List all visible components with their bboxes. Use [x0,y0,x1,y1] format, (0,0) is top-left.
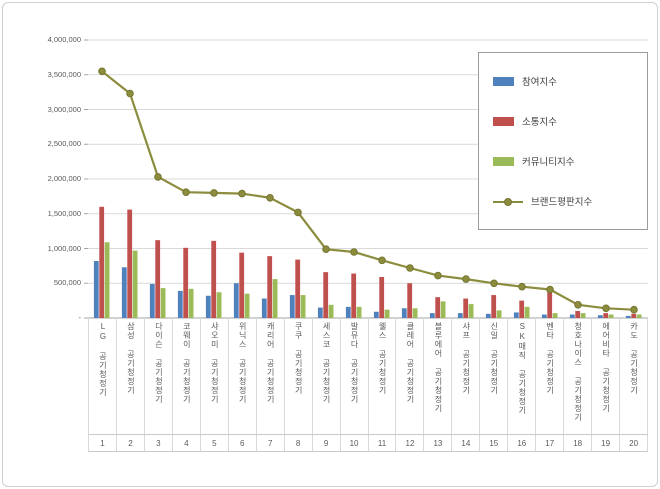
category-label: 삼성 공기청정기 [126,322,136,395]
y-tick-label: - [78,313,82,322]
rank-label: 11 [369,435,397,451]
rank-label: 4 [173,435,201,451]
category-label: 샤오미 공기청정기 [210,322,220,404]
category-label-cell: 벤타 공기청정기 [536,318,565,434]
category-label: 위닉스 공기청정기 [238,322,248,404]
rank-label: 9 [313,435,341,451]
legend-item-communication-index: 소통지수 [479,114,647,128]
bar-swatch-icon [493,156,514,166]
category-label: 코웨이 공기청정기 [182,322,192,404]
category-label-cell: 클레어 공기청정기 [396,318,425,434]
category-label-cell: LG 공기청정기 [89,318,117,434]
legend-item-participation-index: 참여지수 [479,74,647,88]
category-label: 벤타 공기청정기 [545,322,555,395]
category-label: 클레어 공기청정기 [405,322,415,404]
category-label: LG 공기청정기 [98,322,108,397]
y-tick-label: 1,000,000 [47,243,81,253]
category-label-cell: 에어비타 공기청정기 [592,318,621,434]
y-tick-label: 500,000 [53,278,81,288]
legend-label: 브랜드평판지수 [531,197,593,208]
rank-label: 17 [536,435,565,451]
y-tick-label: 3,500,000 [47,69,81,79]
category-label-cell: 발뮤다 공기청정기 [341,318,369,434]
legend-label: 참여지수 [522,77,557,88]
category-label-cell: 카도 공기청정기 [620,318,649,434]
category-label: 청호나이스 공기청정기 [573,322,583,422]
rank-label: 13 [424,435,453,451]
category-label: 발뮤다 공기청정기 [350,322,360,404]
rank-label: 6 [229,435,257,451]
y-tick-label: 4,000,000 [47,35,81,44]
category-label: 캐리어 공기청정기 [266,322,276,404]
y-tick-label: 2,500,000 [47,139,81,149]
legend-item-community-index: 커뮤니티지수 [479,154,647,168]
legend-item-brand-reputation-index: 브랜드평판지수 [479,194,647,208]
chart-legend: 참여지수 소통지수 커뮤니티지수 브랜드평판지수 [478,52,648,230]
category-label: 블루에어 공기청정기 [433,322,443,413]
rank-label: 14 [452,435,481,451]
category-label-cell: 샤오미 공기청정기 [201,318,229,434]
category-label-cell: 캐리어 공기청정기 [257,318,285,434]
y-tick-label: 1,500,000 [47,208,81,218]
y-axis-tick-labels: - 500,000 1,000,000 1,500,000 2,000,000 2,500… [0,0,84,489]
category-label-cell: 쿠쿠 공기청정기 [285,318,313,434]
y-tick-label: 2,000,000 [47,174,81,183]
category-label: 에어비타 공기청정기 [601,322,611,413]
category-label-cell: 신일 공기청정기 [480,318,509,434]
rank-label: 19 [592,435,621,451]
rank-label: 7 [257,435,285,451]
rank-label: 15 [480,435,509,451]
rank-label: 8 [285,435,313,451]
category-label-cell: 블루에어 공기청정기 [424,318,453,434]
category-label-cell: 다이슨 공기청정기 [145,318,173,434]
bar-swatch-icon [493,116,514,126]
category-label: 세스코 공기청정기 [322,322,332,404]
rank-label: 10 [341,435,369,451]
category-label-cell: 코웨이 공기청정기 [173,318,201,434]
category-label: 샤프 공기청정기 [461,322,471,395]
rank-label: 18 [564,435,593,451]
line-swatch-marker [504,197,512,206]
rank-label: 1 [89,435,117,451]
category-label-cell: 샤프 공기청정기 [452,318,481,434]
line-marker-swatch-icon [493,197,523,206]
category-label: 쿠쿠 공기청정기 [294,322,304,395]
rank-label: 2 [117,435,145,451]
rank-label: 5 [201,435,229,451]
rank-label: 20 [620,435,649,451]
category-label-cell: SK매직 공기청정기 [508,318,537,434]
category-label: 웰스 공기청정기 [378,322,387,395]
category-label-cell: 세스코 공기청정기 [313,318,341,434]
legend-label: 커뮤니티지수 [522,157,575,168]
x-axis-category-labels: LG 공기청정기 삼성 공기청정기 다이슨 공기청정기 코웨이 공기청정기 샤오미 공기… [88,318,649,435]
y-tick-label: 3,000,000 [47,104,81,114]
x-axis-rank-labels: 1 2 3 4 5 6 7 8 9 10 11 12 13 14 15 16 17 18 19 20 [88,435,649,452]
category-label: 신일 공기청정기 [489,322,499,395]
category-label-cell: 청호나이스 공기청정기 [564,318,593,434]
rank-label: 16 [508,435,537,451]
category-label: 카도 공기청정기 [629,322,639,395]
category-label: 다이슨 공기청정기 [154,322,164,404]
bar-swatch-icon [493,76,514,86]
category-label-cell: 웰스 공기청정기 [369,318,397,434]
category-label: SK매직 공기청정기 [517,322,527,415]
rank-label: 3 [145,435,173,451]
rank-label: 12 [396,435,425,451]
legend-label: 소통지수 [522,117,557,128]
category-label-cell: 삼성 공기청정기 [117,318,145,434]
category-label-cell: 위닉스 공기청정기 [229,318,257,434]
